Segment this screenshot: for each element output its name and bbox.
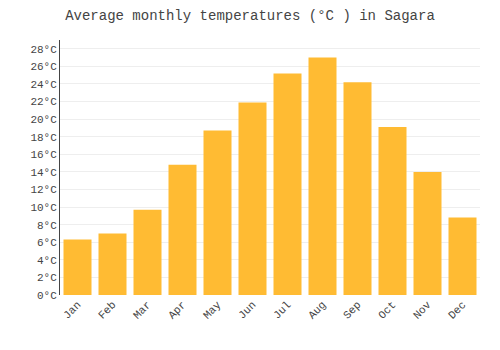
svg-text:22°C: 22°C (30, 96, 57, 108)
svg-text:28°C: 28°C (30, 44, 57, 56)
svg-text:24°C: 24°C (30, 79, 57, 91)
svg-text:Jun: Jun (236, 299, 258, 321)
svg-text:20°C: 20°C (30, 114, 57, 126)
svg-text:18°C: 18°C (30, 132, 57, 144)
svg-text:Apr: Apr (166, 299, 188, 321)
svg-text:Mar: Mar (131, 299, 153, 321)
svg-text:8°C: 8°C (37, 220, 57, 232)
svg-text:Average monthly temperatures (: Average monthly temperatures (°C ) in Sa… (65, 8, 435, 24)
svg-text:Feb: Feb (96, 299, 118, 321)
svg-text:16°C: 16°C (30, 149, 57, 161)
svg-text:Jul: Jul (271, 299, 293, 321)
svg-text:Dec: Dec (446, 299, 468, 321)
svg-text:Nov: Nov (411, 299, 434, 322)
svg-text:6°C: 6°C (37, 237, 57, 249)
svg-text:4°C: 4°C (37, 255, 57, 267)
svg-text:0°C: 0°C (37, 290, 57, 302)
svg-text:14°C: 14°C (30, 167, 57, 179)
svg-text:2°C: 2°C (37, 272, 57, 284)
svg-text:Oct: Oct (376, 299, 398, 321)
svg-text:Jan: Jan (61, 299, 83, 321)
svg-text:12°C: 12°C (30, 184, 57, 196)
svg-text:10°C: 10°C (30, 202, 57, 214)
svg-text:26°C: 26°C (30, 61, 57, 73)
svg-text:Sep: Sep (341, 299, 363, 321)
svg-text:Aug: Aug (306, 299, 328, 321)
svg-text:May: May (201, 299, 224, 322)
